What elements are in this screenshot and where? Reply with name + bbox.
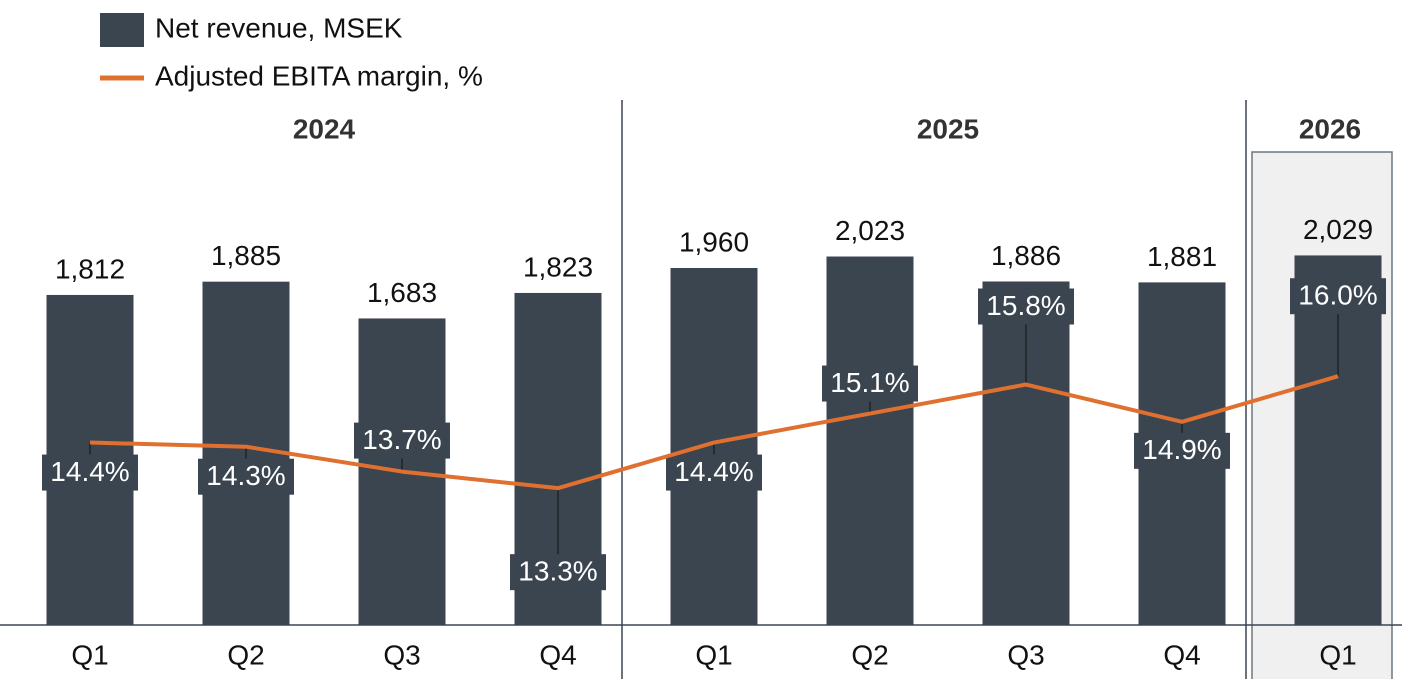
bar-value-label: 2,023 xyxy=(835,215,905,246)
line-label-bg xyxy=(354,422,450,459)
line-value-label: 14.3% xyxy=(206,460,285,491)
line-value-label: 14.9% xyxy=(1142,434,1221,465)
x-tick-label: Q3 xyxy=(1007,639,1044,670)
x-tick-label: Q2 xyxy=(227,639,264,670)
group-label: 2025 xyxy=(917,113,979,144)
x-tick-label: Q1 xyxy=(1319,639,1356,670)
bar-value-label: 1,812 xyxy=(55,253,125,284)
x-tick-label: Q4 xyxy=(1163,639,1200,670)
bar-value-label: 1,683 xyxy=(367,277,437,308)
line-label-bg xyxy=(822,365,918,402)
line-label-bg xyxy=(1134,432,1230,469)
bar-value-label: 1,885 xyxy=(211,240,281,271)
line xyxy=(89,374,1339,491)
line-label-bg xyxy=(42,454,138,491)
line-value-label: 15.1% xyxy=(830,367,909,398)
bar-value-label: 1,881 xyxy=(1147,241,1217,272)
line-value-label: 15.8% xyxy=(986,290,1065,321)
bar-value-label: 2,029 xyxy=(1303,214,1373,245)
line-value-label: 13.3% xyxy=(518,556,597,587)
bar xyxy=(826,256,914,625)
bar-value-label: 1,960 xyxy=(679,226,749,257)
x-tick-label: Q2 xyxy=(851,639,888,670)
x-tick-label: Q1 xyxy=(71,639,108,670)
x-tick-label: Q1 xyxy=(695,639,732,670)
legend-label: Net revenue, MSEK xyxy=(155,12,403,43)
line-value-label: 13.7% xyxy=(362,424,441,455)
line-label-bg xyxy=(666,454,762,491)
legend-swatch xyxy=(100,13,144,47)
group-label: 2026 xyxy=(1299,113,1361,144)
line-value-label: 16.0% xyxy=(1298,280,1377,311)
line-label-bg xyxy=(1290,278,1386,315)
bar-value-label: 1,823 xyxy=(523,251,593,282)
bar-value-label: 1,886 xyxy=(991,240,1061,271)
line-value-label: 14.4% xyxy=(50,456,129,487)
line-label-bg xyxy=(978,288,1074,325)
line-label-bg xyxy=(510,554,606,591)
line-label-bg xyxy=(198,458,294,495)
legend-label: Adjusted EBITA margin, % xyxy=(155,60,483,91)
x-tick-label: Q3 xyxy=(383,639,420,670)
line-value-label: 14.4% xyxy=(674,456,753,487)
x-tick-label: Q4 xyxy=(539,639,576,670)
group-label: 2024 xyxy=(293,113,356,144)
